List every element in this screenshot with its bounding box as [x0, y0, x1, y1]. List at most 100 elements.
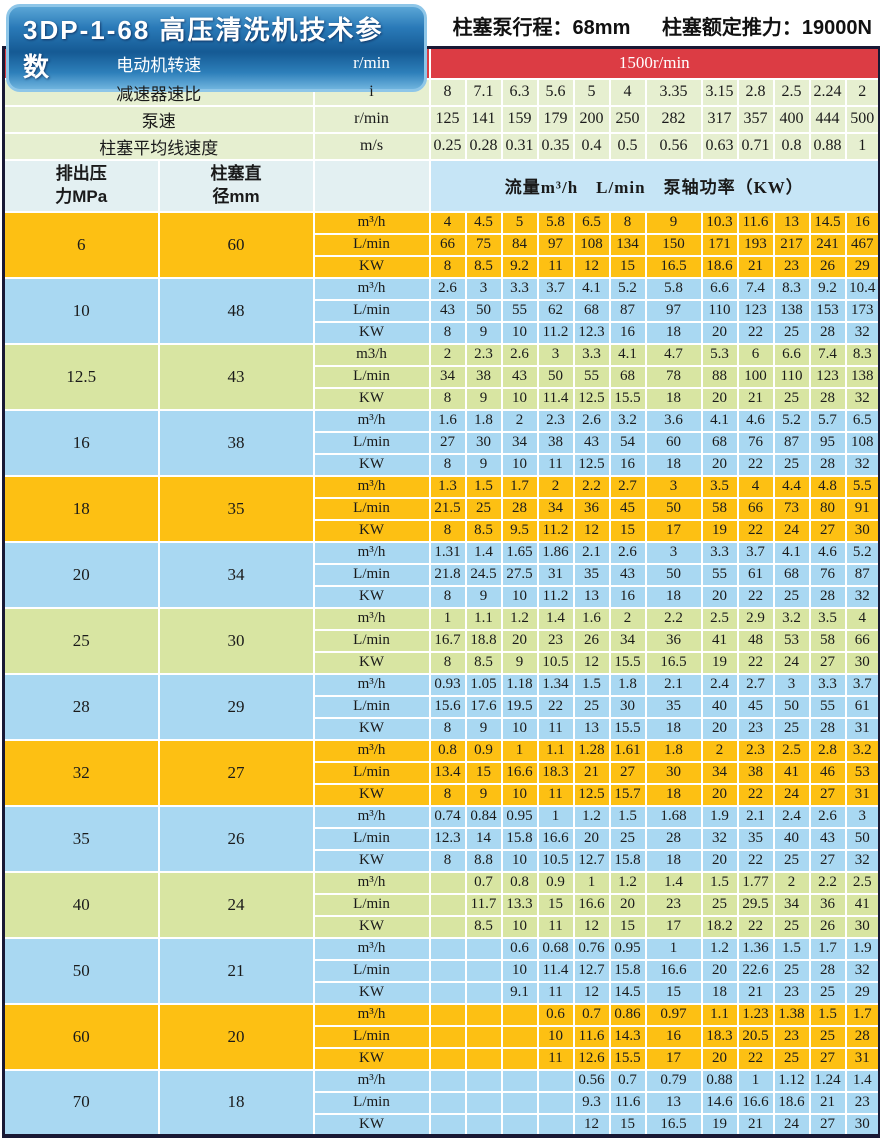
value-cell: 1.3 [428, 474, 467, 499]
unit-cell: L/min [312, 298, 431, 323]
value-cell: 1 [428, 606, 467, 631]
reducer-ratio-row-value: 2.8 [736, 77, 775, 107]
value-cell [464, 958, 503, 983]
value-cell: 28 [500, 496, 539, 521]
value-cell [428, 870, 467, 895]
value-cell: 5.2 [844, 540, 880, 565]
value-cell: 12.6 [572, 1046, 611, 1071]
value-cell: 1.05 [464, 672, 503, 697]
value-cell: 3.5 [808, 606, 847, 631]
value-cell: 36 [572, 496, 611, 521]
value-cell: 2.6 [808, 804, 847, 829]
piston-speed-row-value: 0.5 [608, 131, 647, 161]
group-row: 40 24 m³/h 0.7 0.8 0.9 1 1.2 1.4 1.5 1.77 2 2.2 2.5 [2, 870, 880, 939]
value-cell: 0.74 [428, 804, 467, 829]
value-cell: 32 [844, 320, 880, 345]
value-cell: 1.6 [572, 606, 611, 631]
value-cell: 2.6 [428, 276, 467, 301]
value-cell: 34 [536, 496, 575, 521]
unit-cell: L/min [312, 232, 431, 257]
group-row: KW 8 9 10 11 12.5 15.7 18 20 22 24 27 31 [4, 782, 880, 807]
value-cell: 15.5 [608, 650, 647, 675]
value-cell: 12 [572, 980, 611, 1005]
value-cell: 1.12 [772, 1068, 811, 1093]
value-cell [428, 958, 467, 983]
group-row: L/min 15.6 17.6 19.5 22 25 30 35 40 45 50 55 61 [4, 694, 880, 719]
value-cell: 1.24 [808, 1068, 847, 1093]
value-cell: 27 [808, 650, 847, 675]
unit-cell: KW [312, 650, 431, 675]
piston-speed-row-value: 0.8 [772, 131, 811, 161]
value-cell: 467 [844, 232, 880, 257]
value-cell: 12 [572, 254, 611, 279]
value-cell: 2.3 [736, 738, 775, 763]
value-cell [464, 980, 503, 1005]
value-cell: 27 [808, 848, 847, 873]
value-cell: 55 [808, 694, 847, 719]
value-cell: 9.5 [500, 518, 539, 543]
value-cell: 50 [844, 826, 880, 851]
value-cell: 25 [772, 320, 811, 345]
value-cell: 15 [608, 518, 647, 543]
value-cell: 32 [844, 848, 880, 873]
value-cell: 27 [808, 782, 847, 807]
value-cell: 14.5 [808, 210, 847, 235]
value-cell: 1.9 [844, 936, 880, 961]
group-row: KW 8 9 10 11.4 12.5 15.5 18 20 21 25 28 32 [4, 386, 880, 411]
unit-cell: m³/h [312, 1002, 431, 1027]
value-cell: 18.3 [536, 760, 575, 785]
value-cell: 11.4 [536, 958, 575, 983]
value-cell: 30 [844, 518, 880, 543]
value-cell: 0.7 [464, 870, 503, 895]
unit-cell: m³/h [312, 210, 431, 235]
value-cell: 1.8 [608, 672, 647, 697]
value-cell: 2 [536, 474, 575, 499]
value-cell: 21 [808, 1090, 847, 1115]
piston-speed-row-value: 0.28 [464, 131, 503, 161]
value-cell: 26 [808, 914, 847, 939]
value-cell: 153 [808, 298, 847, 323]
pump-speed-row-value: 317 [700, 104, 739, 134]
value-cell: 23 [536, 628, 575, 653]
value-cell: 2.1 [572, 540, 611, 565]
unit-cell: m³/h [312, 804, 431, 829]
value-cell: 0.7 [608, 1068, 647, 1093]
value-cell: 1.7 [844, 1002, 880, 1027]
value-cell [500, 1068, 539, 1093]
value-cell: 16.6 [500, 760, 539, 785]
value-cell: 6.6 [700, 276, 739, 301]
value-cell: 15.8 [608, 848, 647, 873]
value-cell: 0.8 [500, 870, 539, 895]
piston-speed-row-value: 0.71 [736, 131, 775, 161]
value-cell: 15.8 [500, 826, 539, 851]
group-row: L/min 27 30 34 38 43 54 60 68 76 87 95 108 [4, 430, 880, 455]
value-cell: 4.6 [808, 540, 847, 565]
value-cell: 8.3 [844, 342, 880, 367]
value-cell: 4.1 [772, 540, 811, 565]
value-cell: 8 [428, 518, 467, 543]
diameter-cell: 24 [157, 870, 315, 939]
value-cell [428, 1002, 467, 1027]
value-cell: 11 [536, 254, 575, 279]
value-cell: 32 [844, 584, 880, 609]
value-cell: 78 [644, 364, 703, 389]
value-cell: 1.7 [500, 474, 539, 499]
value-cell: 25 [772, 1046, 811, 1071]
value-cell: 15.8 [608, 958, 647, 983]
value-cell: 25 [772, 716, 811, 741]
reducer-ratio-row-value: 2.24 [808, 77, 847, 107]
value-cell: 1.8 [644, 738, 703, 763]
motor-speed-row: 电动机转速 r/min 1500r/min [2, 46, 880, 80]
value-cell: 6.5 [572, 210, 611, 235]
pump-speed-row-value: 200 [572, 104, 611, 134]
group-row: KW 8 8.5 9 10.5 12 15.5 16.5 19 22 24 27 30 [4, 650, 880, 675]
value-cell: 1.18 [500, 672, 539, 697]
value-cell: 10.3 [700, 210, 739, 235]
group-row: L/min 11.7 13.3 15 16.6 20 23 25 29.5 34 36 41 [4, 892, 880, 917]
value-cell: 53 [844, 760, 880, 785]
value-cell: 2.5 [844, 870, 880, 895]
value-cell: 3.3 [700, 540, 739, 565]
value-cell: 61 [736, 562, 775, 587]
value-cell: 3.7 [536, 276, 575, 301]
pressure-column-header: 排出压 力MPa [2, 158, 160, 213]
